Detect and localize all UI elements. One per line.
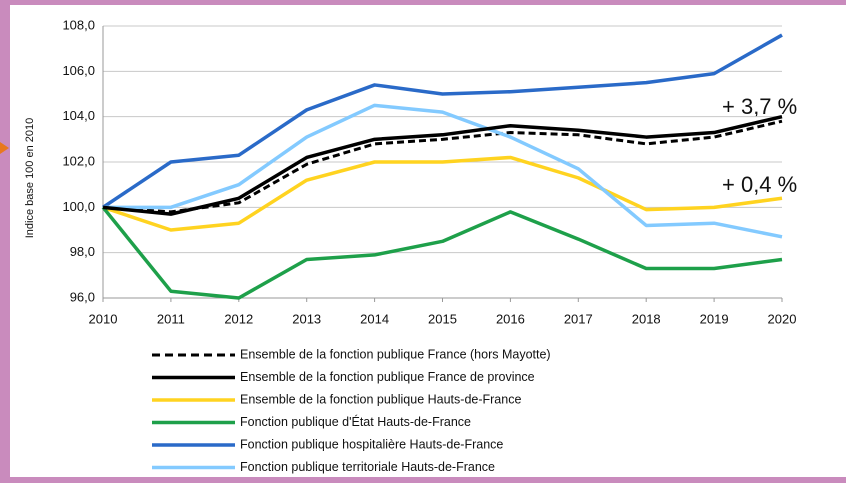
legend-label: Fonction publique territoriale Hauts-de-… xyxy=(240,460,495,474)
y-axis-label: Indice base 100 en 2010 xyxy=(24,118,36,239)
series-line xyxy=(101,206,783,300)
series-line xyxy=(103,103,783,239)
y-tick-label: 98,0 xyxy=(70,244,95,259)
legend-label: Ensemble de la fonction publique Hauts-d… xyxy=(240,392,521,406)
annotation: + 3,7 % xyxy=(722,94,797,119)
x-tick-label: 2016 xyxy=(496,311,525,326)
x-tick-label: 2020 xyxy=(768,311,797,326)
y-tick-label: 108,0 xyxy=(62,17,95,32)
x-tick-label: 2012 xyxy=(224,311,253,326)
series-line xyxy=(102,119,783,214)
series-line xyxy=(102,114,783,216)
y-tick-label: 106,0 xyxy=(62,63,95,78)
y-tick-label: 102,0 xyxy=(62,153,95,168)
series-line xyxy=(102,155,783,232)
legend-label: Ensemble de la fonction publique France … xyxy=(240,347,551,361)
annotation: + 0,4 % xyxy=(722,172,797,197)
background xyxy=(10,5,846,477)
x-tick-label: 2015 xyxy=(428,311,457,326)
x-tick-label: 2014 xyxy=(360,311,389,326)
y-tick-label: 104,0 xyxy=(62,108,95,123)
x-tick-label: 2018 xyxy=(632,311,661,326)
x-tick-label: 2017 xyxy=(564,311,593,326)
legend-label: Ensemble de la fonction publique France … xyxy=(240,370,535,384)
y-tick-label: 100,0 xyxy=(62,199,95,214)
x-tick-label: 2019 xyxy=(700,311,729,326)
x-tick-label: 2013 xyxy=(292,311,321,326)
y-tick-label: 96,0 xyxy=(70,289,95,304)
x-tick-label: 2011 xyxy=(157,311,185,326)
arrow xyxy=(0,142,9,154)
series-line xyxy=(102,33,783,209)
x-tick-label: 2010 xyxy=(89,311,118,326)
legend-label: Fonction publique hospitalière Hauts-de-… xyxy=(240,437,503,451)
legend-label: Fonction publique d'État Hauts-de-France xyxy=(240,414,471,429)
